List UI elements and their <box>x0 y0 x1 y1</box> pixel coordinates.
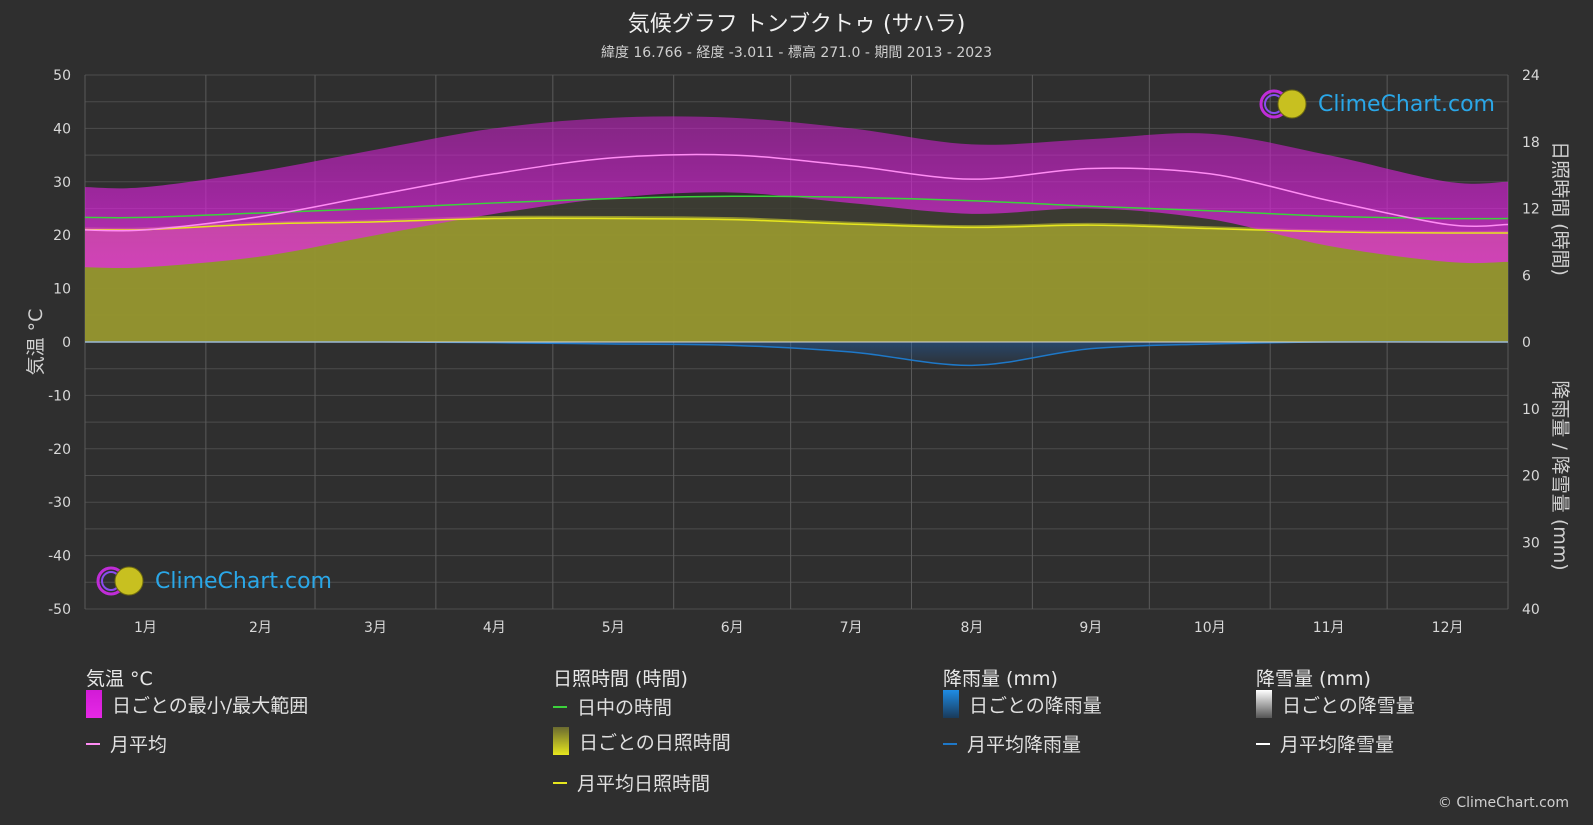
y-right-sun-tick-label: 18 <box>1522 135 1540 151</box>
legend-temp-range-label: 日ごとの最小/最大範囲 <box>112 694 309 717</box>
legend-sun-avg: 月平均日照時間 <box>553 769 710 796</box>
logo-text: ClimeChart.com <box>155 568 332 594</box>
legend-snow-avg: 月平均降雪量 <box>1256 730 1394 757</box>
y-left-tick-label: 10 <box>53 282 71 298</box>
legend-temp-heading: 気温 °C <box>86 668 153 690</box>
legend-daylight-label: 日中の時間 <box>577 697 673 719</box>
y-right-rain-tick-label: 10 <box>1522 402 1540 418</box>
legend-snow-heading: 降雪量 (mm) <box>1256 668 1371 690</box>
x-tick-label: 7月 <box>840 620 863 636</box>
y-left-axis-title: 気温 °C <box>25 309 47 376</box>
data-bands <box>85 116 1508 366</box>
legend-sun-avg-label: 月平均日照時間 <box>577 773 711 795</box>
y-right-rain-tick-label: 20 <box>1522 469 1540 485</box>
x-tick-label: 4月 <box>483 620 506 636</box>
legend-snow-avg-label: 月平均降雪量 <box>1280 734 1395 756</box>
legend-rain-avg-label: 月平均降雨量 <box>967 734 1082 756</box>
swatch-temp-avg <box>86 742 100 745</box>
y-left-tick-label: -30 <box>48 495 71 511</box>
y-left-tick-label: 30 <box>53 175 71 191</box>
swatch-temp-range <box>86 690 102 718</box>
logo-text: ClimeChart.com <box>1318 91 1495 117</box>
logo-top[interactable]: ClimeChart.com <box>1258 88 1495 120</box>
y-left-tick-label: -10 <box>48 388 71 404</box>
logo-bottom[interactable]: ClimeChart.com <box>95 565 332 597</box>
sunshine-area <box>85 215 1508 342</box>
y-left-tick-label: 40 <box>53 121 71 137</box>
data-lines <box>84 153 1509 367</box>
y-right-rain-tick-label: 40 <box>1522 602 1540 618</box>
chart-title: 気候グラフ トンブクトゥ (サハラ) <box>627 12 966 37</box>
logo-icon <box>1259 89 1307 119</box>
legend-rain-daily-label: 日ごとの降雨量 <box>969 694 1102 717</box>
swatch-sun-avg <box>553 781 567 784</box>
x-tick-label: 3月 <box>364 620 387 636</box>
legend-temp-avg-label: 月平均 <box>110 734 168 756</box>
legend-rain-daily: 日ごとの降雨量 <box>943 690 1102 718</box>
y-right-sun-tick-label: 0 <box>1522 335 1531 351</box>
y-left-tick-label: 0 <box>62 335 71 351</box>
y-right-sun-axis-title: 日照時間 (時間) <box>1549 141 1571 276</box>
x-tick-label: 6月 <box>721 620 744 636</box>
swatch-snow-avg <box>1256 742 1270 745</box>
legend-sun-daily-label: 日ごとの日照時間 <box>579 731 731 754</box>
y-left-tick-label: 50 <box>53 68 71 84</box>
swatch-snow-daily <box>1256 690 1272 718</box>
y-left-tick-label: -50 <box>48 602 71 618</box>
x-tick-label: 10月 <box>1194 620 1226 636</box>
y-left-tick-label: -40 <box>48 549 71 565</box>
daylight-line <box>84 195 1509 220</box>
x-tick-label: 1月 <box>134 620 157 636</box>
logo-icon <box>96 566 144 596</box>
swatch-rain-daily <box>943 690 959 718</box>
temp-range-band <box>85 116 1508 269</box>
legend-rain-heading: 降雨量 (mm) <box>943 668 1058 690</box>
x-tick-label: 5月 <box>602 620 625 636</box>
axes: 50 40 30 20 10 0 -10 -20 -30 -40 -50 24 18 12 6 0 10 20 30… <box>25 68 1571 636</box>
legend-daylight: 日中の時間 <box>553 693 672 720</box>
x-tick-label: 9月 <box>1079 620 1102 636</box>
y-right-rain-tick-label: 30 <box>1522 535 1540 551</box>
swatch-daylight <box>553 705 567 708</box>
legend-temp-range: 日ごとの最小/最大範囲 <box>86 690 308 718</box>
x-tick-label: 11月 <box>1313 620 1345 636</box>
legend-snow-daily-label: 日ごとの降雪量 <box>1282 694 1415 717</box>
climate-chart: 50 40 30 20 10 0 -10 -20 -30 -40 -50 24 18 12 6 0 10 20 30… <box>25 68 1571 636</box>
temp-avg-line <box>84 153 1509 232</box>
y-right-rain-axis-title: 降雨量 / 降雪量 (mm) <box>1549 380 1571 570</box>
chart-subtitle: 緯度 16.766 - 経度 -3.011 - 標高 271.0 - 期間 20… <box>600 45 993 61</box>
rain-area <box>85 341 1508 366</box>
y-right-sun-tick-label: 6 <box>1522 268 1531 284</box>
x-tick-label: 12月 <box>1432 620 1464 636</box>
y-left-tick-label: -20 <box>48 442 71 458</box>
swatch-sun-daily <box>553 727 569 755</box>
x-tick-label: 2月 <box>249 620 272 636</box>
y-right-sun-tick-label: 12 <box>1522 202 1540 218</box>
x-tick-label: 8月 <box>960 620 983 636</box>
swatch-rain-avg <box>943 742 957 745</box>
legend-temp-avg: 月平均 <box>86 730 167 757</box>
y-left-tick-label: 20 <box>53 228 71 244</box>
legend-rain-avg: 月平均降雨量 <box>943 730 1081 757</box>
legend-sun-heading: 日照時間 (時間) <box>553 668 688 690</box>
sunshine-avg-line <box>84 217 1509 234</box>
legend-snow-daily: 日ごとの降雪量 <box>1256 690 1415 718</box>
legend-sun-daily: 日ごとの日照時間 <box>553 727 731 755</box>
y-right-sun-tick-label: 24 <box>1522 68 1540 84</box>
copyright: © ClimeChart.com <box>1437 795 1569 811</box>
